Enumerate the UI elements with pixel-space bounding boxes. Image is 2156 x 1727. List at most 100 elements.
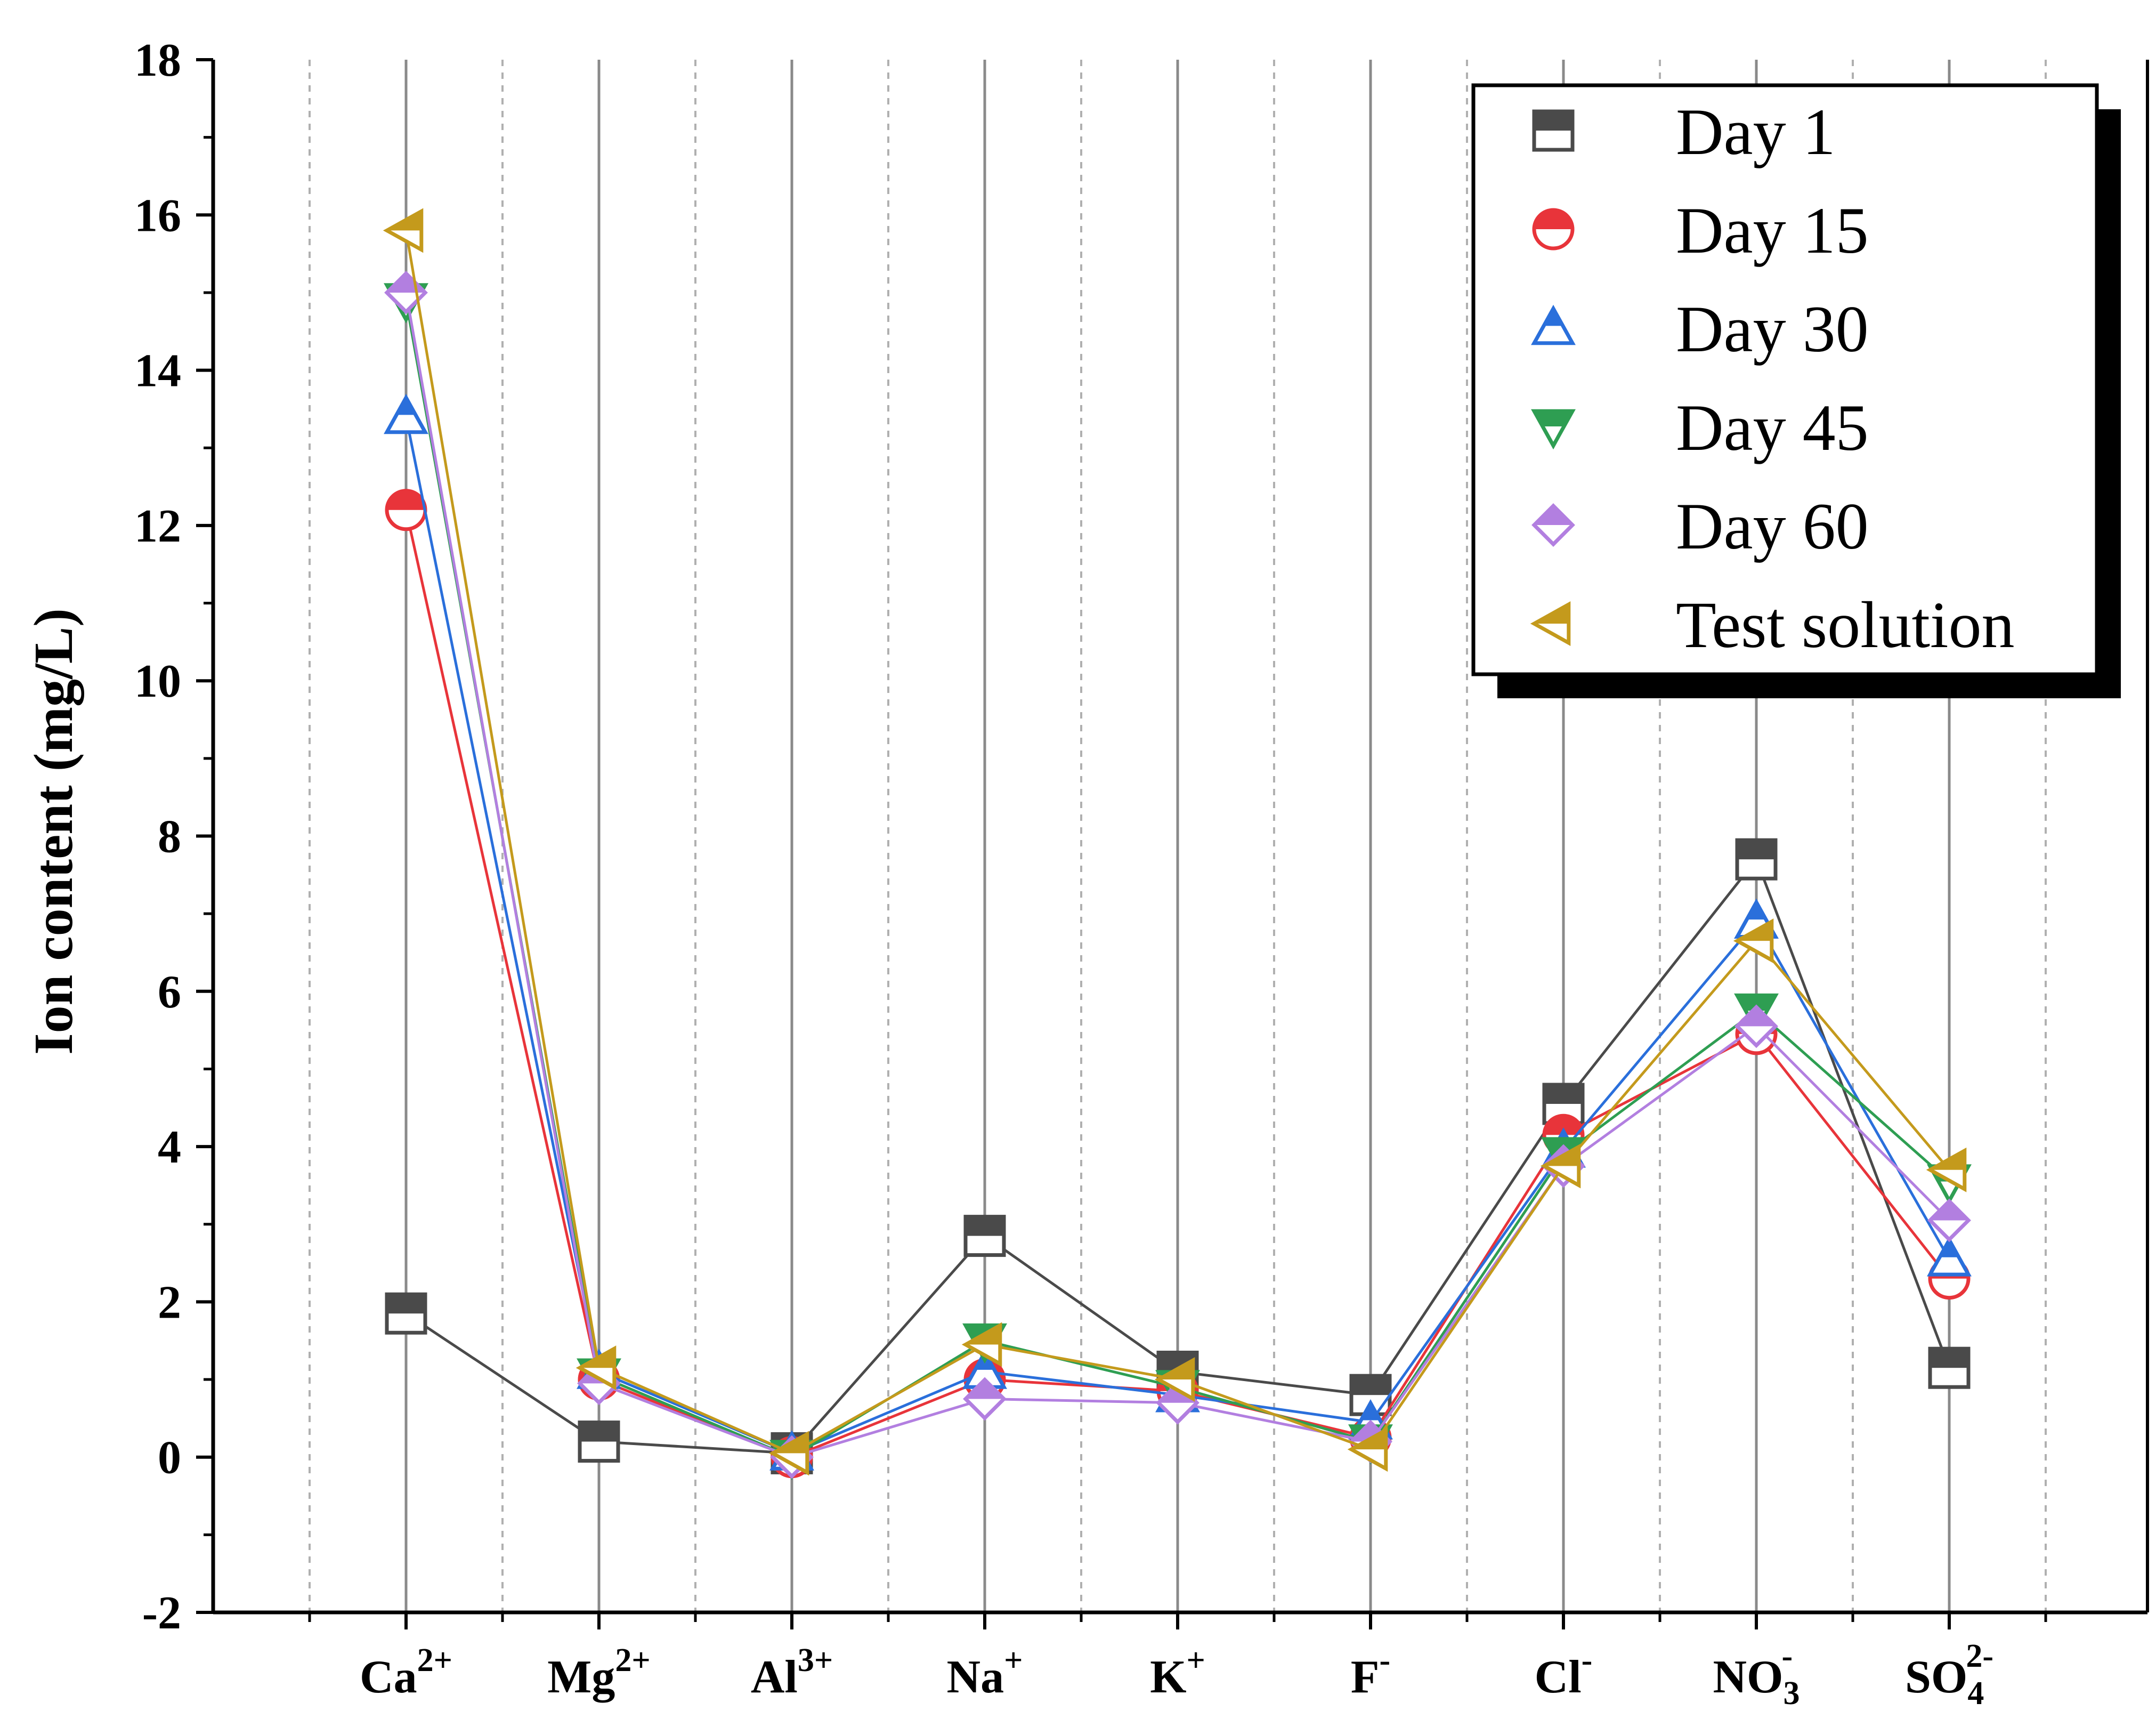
legend-item: Test solution — [1530, 588, 2014, 661]
legend-label: Day 60 — [1676, 490, 1869, 563]
data-point — [385, 1292, 427, 1335]
legend-item: Day 15 — [1532, 194, 1869, 267]
y-tick-label: 10 — [134, 656, 181, 707]
data-point — [1735, 838, 1778, 881]
series-layer — [383, 208, 1972, 1480]
legend-item: Day 1 — [1532, 95, 1836, 168]
marker-fill — [1534, 506, 1573, 525]
marker-fill — [1544, 1084, 1583, 1104]
marker-fill — [387, 490, 425, 510]
x-category-label: Mg2+ — [547, 1642, 650, 1703]
y-tick-label: -2 — [142, 1587, 181, 1639]
marker-fill — [1351, 1376, 1390, 1395]
axis-layer: -2 0 2 4 6 8 10 12 14 16 18 Ca2+ Mg2+ Al3+ Na+ K+ F- Cl- N… — [134, 35, 2149, 1712]
marker-fill — [1351, 1430, 1386, 1450]
legend-marker — [1532, 208, 1575, 251]
x-category-label: F- — [1351, 1642, 1390, 1703]
y-tick-label: 14 — [134, 345, 181, 397]
x-category-label: NO3- — [1713, 1638, 1800, 1712]
x-category-label: Ca2+ — [360, 1642, 452, 1703]
data-point — [384, 393, 428, 434]
marker-fill — [1940, 1240, 1959, 1257]
y-tick-label: 18 — [134, 35, 181, 86]
legend-item: Day 60 — [1531, 490, 1869, 563]
y-tick-label: 0 — [158, 1432, 181, 1484]
x-category-label: K+ — [1150, 1642, 1205, 1703]
x-category-label: SO42- — [1905, 1638, 1993, 1712]
legend-box — [1471, 83, 2099, 676]
legend-marker — [1531, 503, 1575, 547]
data-point — [963, 1215, 1006, 1257]
data-point — [385, 489, 427, 531]
marker-fill — [1930, 1349, 1968, 1368]
legend-item: Day 30 — [1531, 293, 1869, 366]
y-axis-title: Ion content (mg/L) — [23, 608, 84, 1055]
marker-fill — [1158, 1383, 1197, 1403]
marker-fill — [1737, 1007, 1776, 1027]
data-point — [1734, 1004, 1778, 1048]
marker-fill — [966, 1216, 1004, 1236]
y-tick-label: 12 — [134, 501, 181, 552]
legend-marker — [1531, 409, 1576, 450]
legend-label: Day 1 — [1676, 95, 1836, 168]
marker-fill — [1534, 210, 1573, 229]
legend-label: Day 45 — [1676, 391, 1869, 464]
marker-fill — [1544, 309, 1563, 326]
marker-fill — [1158, 1360, 1193, 1380]
marker-fill — [1737, 922, 1772, 941]
marker-fill — [396, 397, 416, 415]
y-tick-label: 8 — [158, 811, 181, 863]
data-point — [768, 1431, 809, 1476]
data-point — [961, 1322, 1002, 1367]
data-point — [578, 1421, 620, 1463]
marker-fill — [966, 1325, 1000, 1345]
data-point — [1347, 1427, 1388, 1472]
legend: Day 1 Day 15 Day 30 Day 45 Day 60 Test soluti… — [1471, 83, 2121, 698]
legend-marker — [1530, 601, 1571, 646]
marker-fill — [1534, 411, 1573, 426]
data-point — [1927, 1198, 1971, 1242]
marker-fill — [387, 1294, 425, 1314]
x-category-label: Cl- — [1535, 1642, 1593, 1703]
marker-fill — [1534, 604, 1569, 624]
legend-label: Day 15 — [1676, 194, 1869, 267]
y-tick-label: 16 — [134, 190, 181, 241]
data-point — [1349, 1374, 1392, 1416]
legend-label: Test solution — [1676, 588, 2014, 661]
y-tick-label: 2 — [158, 1277, 181, 1328]
legend-label: Day 30 — [1676, 293, 1869, 366]
marker-fill — [1737, 840, 1776, 860]
marker-fill — [1747, 902, 1766, 920]
marker-fill — [387, 273, 425, 293]
data-point — [1926, 1147, 1967, 1192]
legend-item: Day 45 — [1531, 391, 1869, 464]
marker-fill — [1544, 1116, 1583, 1135]
data-point — [1928, 1346, 1971, 1389]
marker-fill — [966, 1379, 1004, 1399]
marker-fill — [773, 1434, 807, 1454]
data-point — [1733, 918, 1774, 964]
legend-marker — [1532, 109, 1575, 152]
data-point — [1927, 1236, 1972, 1277]
data-point — [963, 1377, 1007, 1421]
x-category-label: Al3+ — [751, 1642, 833, 1703]
marker-fill — [387, 211, 422, 231]
data-point — [383, 208, 424, 253]
marker-fill — [1930, 1201, 1968, 1221]
x-category-label: Na+ — [947, 1642, 1023, 1703]
marker-fill — [1534, 111, 1573, 131]
series-test-solution — [383, 208, 1967, 1476]
legend-marker — [1531, 304, 1576, 345]
data-point — [576, 1345, 617, 1391]
data-point — [1540, 1143, 1581, 1189]
y-tick-label: 4 — [158, 1121, 181, 1173]
y-tick-label: 6 — [158, 966, 181, 1018]
marker-fill — [1544, 1147, 1579, 1166]
marker-fill — [1737, 995, 1776, 1011]
marker-fill — [1930, 1150, 1965, 1170]
marker-fill — [1361, 1403, 1380, 1421]
data-point — [1154, 1357, 1195, 1402]
marker-fill — [580, 1422, 618, 1442]
